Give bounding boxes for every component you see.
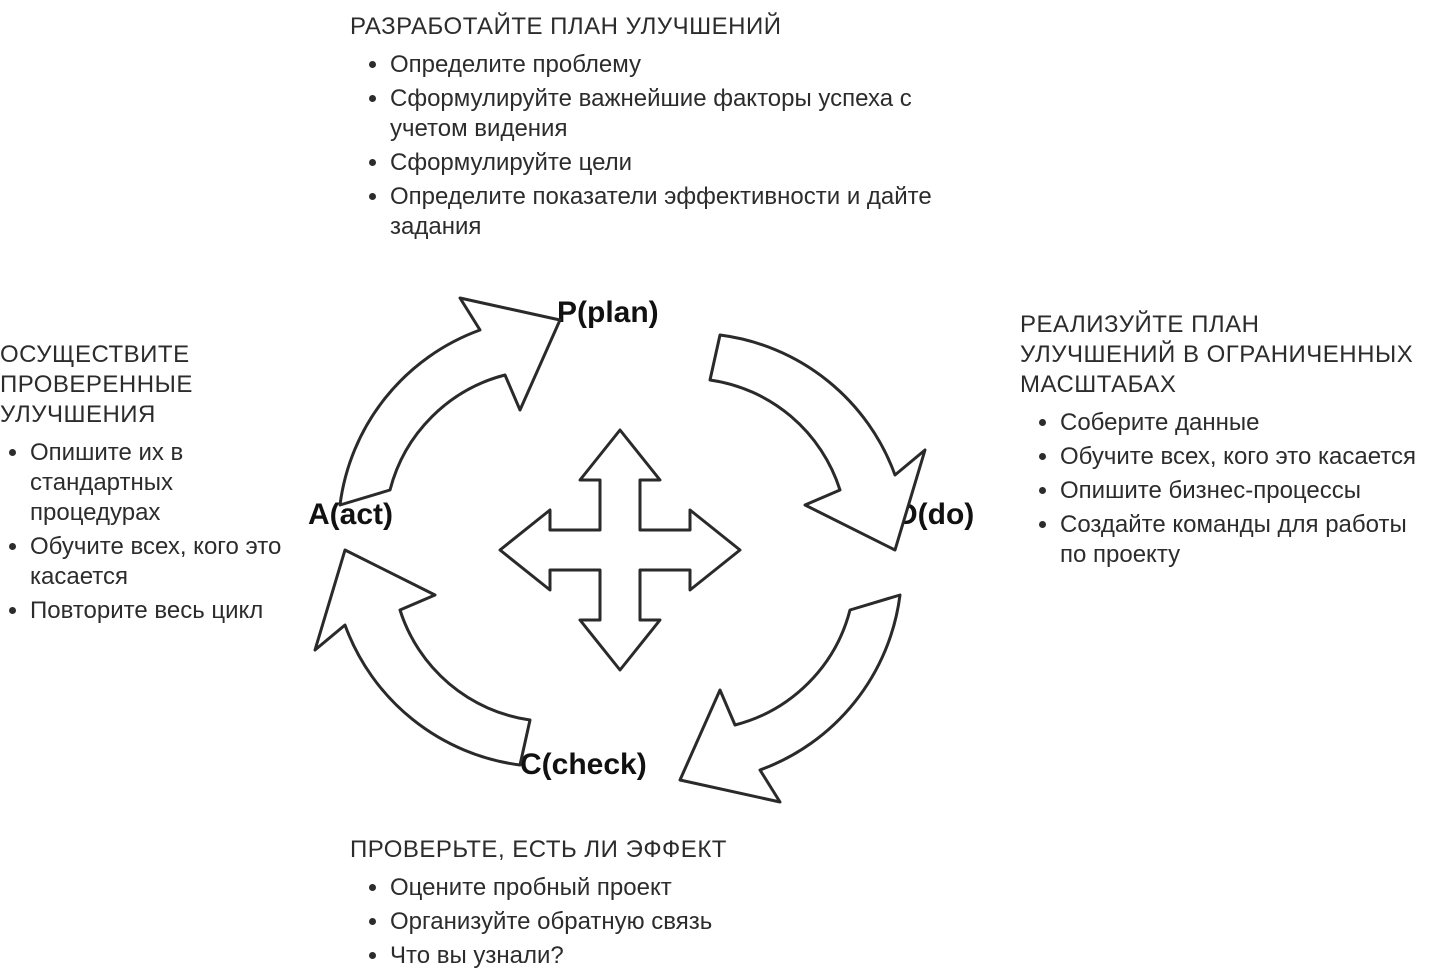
check-heading: ПРОВЕРЬТЕ, ЕСТЬ ЛИ ЭФФЕКТ bbox=[350, 835, 990, 865]
arrow-plan-to-do bbox=[710, 335, 925, 550]
act-bullets: Опишите их в стандартных процедурах Обуч… bbox=[0, 438, 290, 626]
plan-text-block: РАЗРАБОТАЙТЕ ПЛАН УЛУЧШЕНИЙ Определите п… bbox=[350, 12, 990, 246]
plan-bullet: Сформулируйте цели bbox=[390, 148, 990, 178]
check-bullet: Организуйте обратную связь bbox=[390, 907, 990, 937]
plan-heading: РАЗРАБОТАЙТЕ ПЛАН УЛУЧШЕНИЙ bbox=[350, 12, 990, 42]
check-bullet: Что вы узнали? bbox=[390, 941, 990, 971]
check-text-block: ПРОВЕРЬТЕ, ЕСТЬ ЛИ ЭФФЕКТ Оцените пробны… bbox=[350, 835, 990, 975]
center-cross-arrow bbox=[500, 430, 740, 670]
arrow-act-to-plan bbox=[340, 298, 560, 505]
do-bullet: Соберите данные bbox=[1060, 408, 1420, 438]
do-bullet: Опишите бизнес-процессы bbox=[1060, 476, 1420, 506]
plan-bullets: Определите проблему Сформулируйте важней… bbox=[350, 50, 990, 242]
act-bullet: Обучите всех, кого это касается bbox=[30, 532, 290, 592]
check-bullet: Оцените пробный проект bbox=[390, 873, 990, 903]
plan-bullet: Сформулируйте важнейшие факторы успеха с… bbox=[390, 84, 990, 144]
act-bullet: Опишите их в стандартных процедурах bbox=[30, 438, 290, 528]
do-heading: РЕАЛИЗУЙТЕ ПЛАН УЛУЧШЕНИЙ В ОГРАНИЧЕННЫХ… bbox=[1020, 310, 1420, 400]
do-bullets: Соберите данные Обучите всех, кого это к… bbox=[1020, 408, 1420, 570]
do-bullet: Создайте команды для работы по проекту bbox=[1060, 510, 1420, 570]
arrow-do-to-check bbox=[680, 595, 900, 802]
act-text-block: ОСУЩЕСТВИТЕ ПРОВЕРЕННЫЕ УЛУЧШЕНИЯ Опишит… bbox=[0, 340, 290, 630]
pdca-diagram: РАЗРАБОТАЙТЕ ПЛАН УЛУЧШЕНИЙ Определите п… bbox=[0, 0, 1430, 976]
check-bullets: Оцените пробный проект Организуйте обрат… bbox=[350, 873, 990, 971]
act-heading: ОСУЩЕСТВИТЕ ПРОВЕРЕННЫЕ УЛУЧШЕНИЯ bbox=[0, 340, 290, 430]
act-bullet: Повторите весь цикл bbox=[30, 596, 290, 626]
arrow-check-to-act bbox=[315, 550, 530, 765]
do-text-block: РЕАЛИЗУЙТЕ ПЛАН УЛУЧШЕНИЙ В ОГРАНИЧЕННЫХ… bbox=[1020, 310, 1420, 574]
cycle-svg bbox=[280, 280, 960, 820]
do-bullet: Обучите всех, кого это касается bbox=[1060, 442, 1420, 472]
plan-bullet: Определите показатели эффективности и да… bbox=[390, 182, 990, 242]
plan-bullet: Определите проблему bbox=[390, 50, 990, 80]
